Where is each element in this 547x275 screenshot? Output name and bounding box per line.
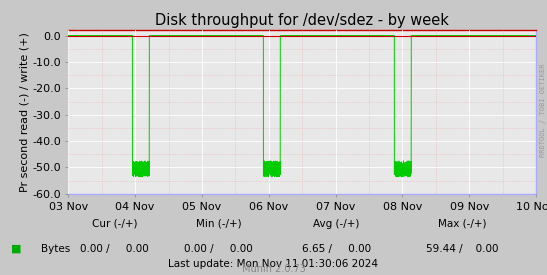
Text: Last update: Mon Nov 11 01:30:06 2024: Last update: Mon Nov 11 01:30:06 2024 xyxy=(168,259,379,269)
Text: Bytes: Bytes xyxy=(41,244,70,254)
Y-axis label: Pr second read (-) / write (+): Pr second read (-) / write (+) xyxy=(19,32,29,192)
Title: Disk throughput for /dev/sdez - by week: Disk throughput for /dev/sdez - by week xyxy=(155,13,449,28)
Text: Max (-/+): Max (-/+) xyxy=(438,219,486,229)
Text: 6.65 /     0.00: 6.65 / 0.00 xyxy=(302,244,371,254)
Text: RRDTOOL / TOBI OETIKER: RRDTOOL / TOBI OETIKER xyxy=(540,63,546,157)
Text: Cur (-/+): Cur (-/+) xyxy=(92,219,138,229)
Text: 0.00 /     0.00: 0.00 / 0.00 xyxy=(80,244,149,254)
Text: Munin 2.0.73: Munin 2.0.73 xyxy=(242,264,305,274)
Text: Min (-/+): Min (-/+) xyxy=(196,219,242,229)
Text: 59.44 /    0.00: 59.44 / 0.00 xyxy=(426,244,498,254)
Text: 0.00 /     0.00: 0.00 / 0.00 xyxy=(184,244,253,254)
Text: ■: ■ xyxy=(11,244,21,254)
Text: Avg (-/+): Avg (-/+) xyxy=(313,219,359,229)
